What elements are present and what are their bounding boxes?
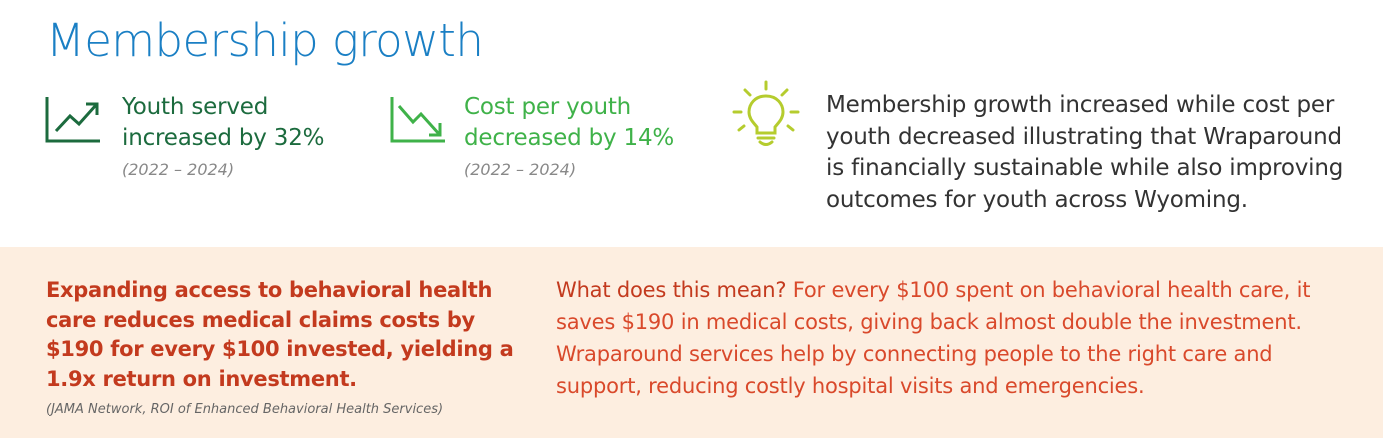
roi-callout: Expanding access to behavioral health ca…	[46, 278, 514, 391]
meaning-explanation: What does this mean? For every $100 spen…	[556, 274, 1356, 402]
stat-youth-line2: increased by 32%	[122, 125, 325, 151]
meaning-text: For every $100 spent on behavioral healt…	[556, 278, 1311, 398]
stat-cost-line1: Cost per youth	[464, 94, 632, 120]
lightbulb-icon	[732, 80, 800, 146]
trend-up-icon	[45, 97, 100, 143]
insight-text: Membership growth increased while cost p…	[826, 92, 1344, 213]
trend-down-icon	[390, 97, 445, 143]
stat-cost-text: Cost per youth decreased by 14%	[464, 92, 674, 154]
stat-youth-period: (2022 – 2024)	[122, 160, 235, 179]
meaning-lead: What does this mean?	[556, 278, 787, 302]
roi-section	[0, 247, 1383, 438]
page-title: Membership growth	[46, 14, 484, 67]
stat-youth-text: Youth served increased by 32%	[122, 92, 324, 154]
stat-youth-line1: Youth served	[122, 94, 269, 120]
roi-source-citation: (JAMA Network, ROI of Enhanced Behaviora…	[46, 402, 444, 417]
stat-cost-period: (2022 – 2024)	[464, 160, 577, 179]
stat-cost-line2: decreased by 14%	[464, 125, 675, 151]
